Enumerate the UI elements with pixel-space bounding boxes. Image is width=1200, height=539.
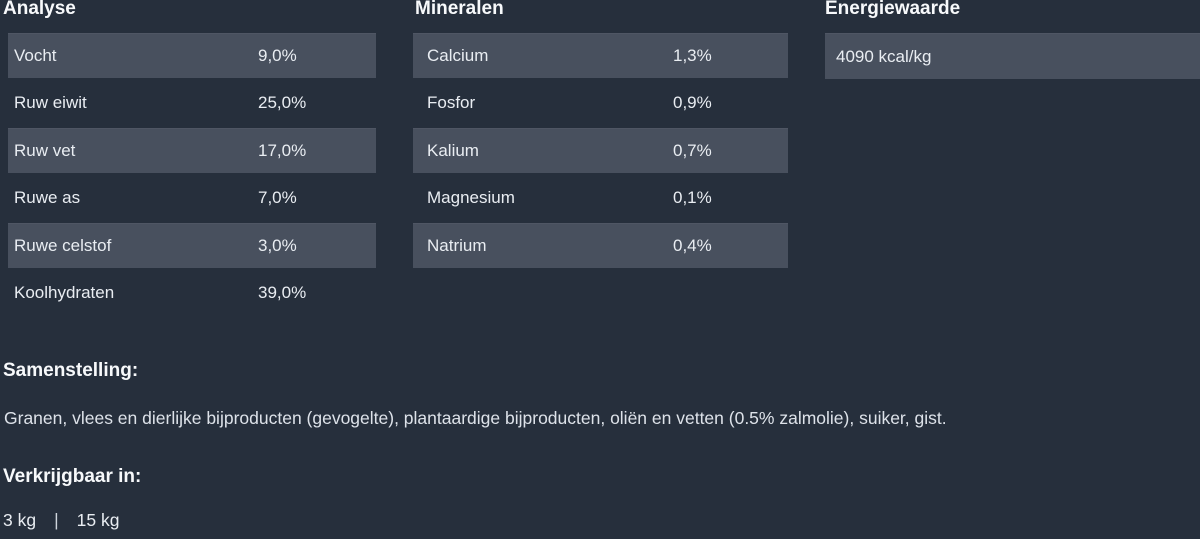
row-value: 25,0% [258, 92, 307, 112]
analyse-row-vocht: Vocht 9,0% [8, 33, 376, 78]
row-value: 7,0% [258, 187, 297, 207]
row-label: Ruw vet [14, 141, 76, 160]
row-value: 4090 kcal/kg [836, 46, 932, 66]
row-value: 0,1% [673, 187, 712, 207]
row-value: 3,0% [258, 236, 297, 255]
row-label: Magnesium [427, 187, 515, 207]
row-label: Ruwe celstof [14, 236, 112, 255]
analyse-section-title: Analyse [3, 0, 76, 19]
mineralen-row-fosfor: Fosfor 0,9% [413, 80, 788, 125]
analyse-row-ruw-eiwit: Ruw eiwit 25,0% [8, 80, 376, 125]
mineralen-row-calcium: Calcium 1,3% [413, 33, 788, 78]
samenstelling-text: Granen, vlees en dierlijke bijproducten … [4, 408, 947, 428]
size-option-3kg: 3 kg [3, 510, 37, 530]
row-label: Ruwe as [14, 187, 81, 207]
mineralen-row-natrium: Natrium 0,4% [413, 223, 788, 268]
mineralen-row-magnesium: Magnesium 0,1% [413, 175, 788, 220]
analyse-row-ruw-vet: Ruw vet 17,0% [8, 128, 376, 173]
analyse-row-koolhydraten: Koolhydraten 39,0% [8, 270, 376, 315]
row-label: Fosfor [427, 92, 476, 112]
row-label: Calcium [427, 46, 489, 65]
row-value: 0,7% [673, 141, 712, 160]
available-sizes: 3 kg | 15 kg [3, 510, 119, 531]
row-label: Vocht [14, 46, 57, 65]
energiewaarde-section-title: Energiewaarde [825, 0, 961, 19]
size-separator: | [54, 510, 59, 530]
row-value: 0,4% [673, 236, 712, 255]
analyse-row-ruwe-as: Ruwe as 7,0% [8, 175, 376, 220]
row-label: Natrium [427, 236, 487, 255]
row-value: 17,0% [258, 141, 307, 160]
row-value: 9,0% [258, 46, 297, 65]
row-value: 39,0% [258, 282, 307, 302]
row-label: Koolhydraten [14, 282, 115, 302]
samenstelling-title: Samenstelling: [3, 360, 139, 381]
mineralen-row-kalium: Kalium 0,7% [413, 128, 788, 173]
size-option-15kg: 15 kg [76, 510, 120, 530]
row-label: Ruw eiwit [14, 92, 87, 112]
row-value: 0,9% [673, 92, 712, 112]
analyse-row-ruwe-celstof: Ruwe celstof 3,0% [8, 223, 376, 268]
mineralen-section-title: Mineralen [415, 0, 504, 19]
energiewaarde-row: 4090 kcal/kg [825, 33, 1200, 79]
verkrijgbaar-title: Verkrijgbaar in: [3, 466, 142, 487]
row-value: 1,3% [673, 46, 712, 65]
row-label: Kalium [427, 141, 479, 160]
